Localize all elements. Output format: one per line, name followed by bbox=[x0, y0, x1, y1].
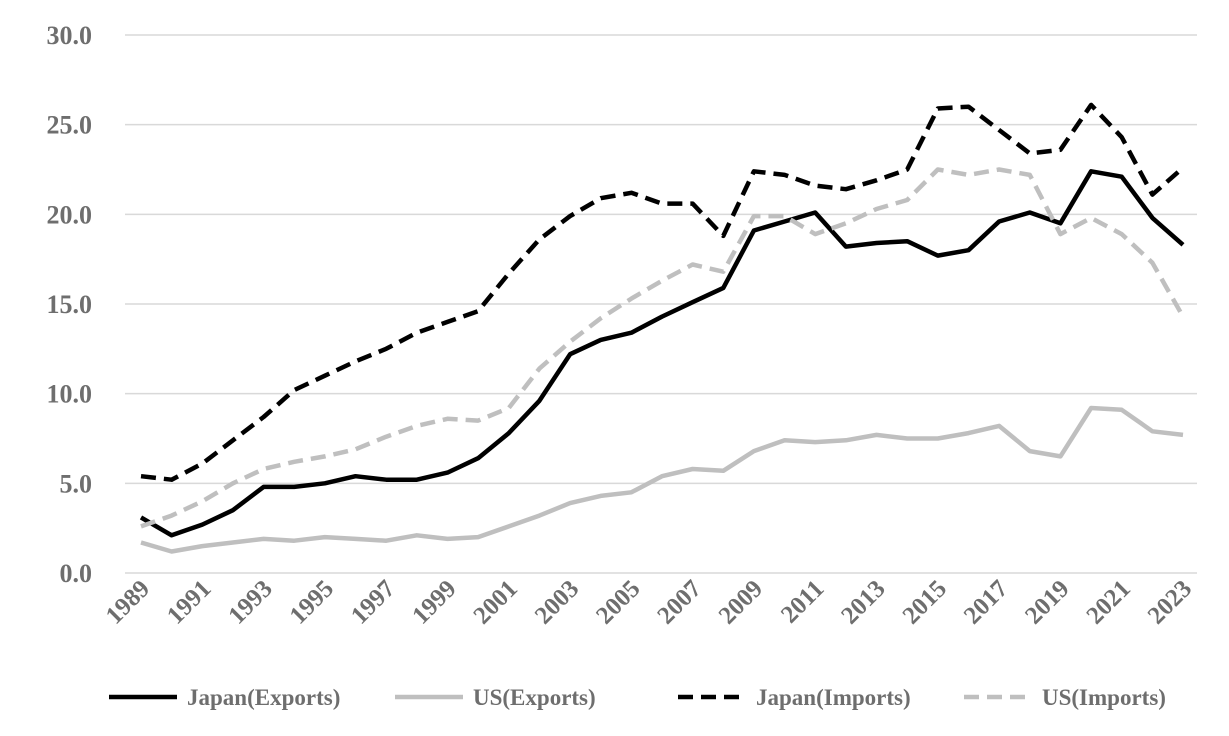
legend: Japan(Exports) US(Exports) Japan(Imports) U… bbox=[109, 685, 1166, 710]
legend-item: Japan(Imports) bbox=[678, 685, 911, 710]
x-axis-ticks: 1989 1991 1993 1995 1997 1999 2001 2003 2005 2007… bbox=[101, 575, 1197, 629]
x-tick-label: 2019 bbox=[1020, 575, 1074, 629]
series-lines bbox=[139, 102, 1185, 554]
legend-item: US(Exports) bbox=[395, 685, 596, 710]
y-tick-label: 5.0 bbox=[60, 469, 93, 498]
series-line-us-exports bbox=[140, 405, 1184, 554]
x-tick-label: 2011 bbox=[776, 575, 829, 628]
x-tick-label: 2007 bbox=[652, 575, 706, 629]
x-tick-label: 1997 bbox=[346, 575, 400, 629]
series-line-us-imports bbox=[140, 167, 1185, 529]
y-tick-label: 10.0 bbox=[47, 380, 93, 409]
x-tick-label: 2015 bbox=[898, 575, 952, 629]
x-tick-label: 2023 bbox=[1143, 575, 1197, 629]
x-tick-label: 2005 bbox=[591, 575, 645, 629]
legend-label: Japan(Imports) bbox=[756, 685, 911, 710]
legend-item: Japan(Exports) bbox=[109, 685, 340, 710]
y-axis-ticks: 0.0 5.0 10.0 15.0 20.0 25.0 30.0 bbox=[47, 21, 93, 588]
y-tick-label: 30.0 bbox=[47, 21, 93, 50]
x-tick-label: 2001 bbox=[469, 575, 523, 629]
x-tick-label: 1999 bbox=[407, 575, 461, 629]
gridlines bbox=[125, 34, 1197, 574]
series-line-japan-imports bbox=[140, 102, 1185, 482]
x-tick-label: 2017 bbox=[959, 575, 1013, 629]
legend-label: US(Exports) bbox=[473, 685, 596, 710]
x-tick-label: 2013 bbox=[836, 575, 890, 629]
y-tick-label: 20.0 bbox=[47, 200, 93, 229]
x-tick-label: 2021 bbox=[1082, 575, 1136, 629]
y-tick-label: 25.0 bbox=[47, 111, 93, 140]
x-tick-label: 1993 bbox=[223, 575, 277, 629]
y-tick-label: 0.0 bbox=[60, 559, 93, 588]
series-line-japan-exports bbox=[139, 169, 1185, 538]
x-tick-label: 1991 bbox=[162, 575, 216, 629]
x-tick-label: 1989 bbox=[101, 575, 155, 629]
x-tick-label: 2003 bbox=[530, 575, 584, 629]
y-tick-label: 15.0 bbox=[47, 290, 93, 319]
legend-label: US(Imports) bbox=[1042, 685, 1166, 710]
legend-label: Japan(Exports) bbox=[187, 685, 340, 710]
x-tick-label: 1995 bbox=[285, 575, 339, 629]
x-tick-label: 2009 bbox=[714, 575, 768, 629]
legend-item: US(Imports) bbox=[964, 685, 1166, 710]
